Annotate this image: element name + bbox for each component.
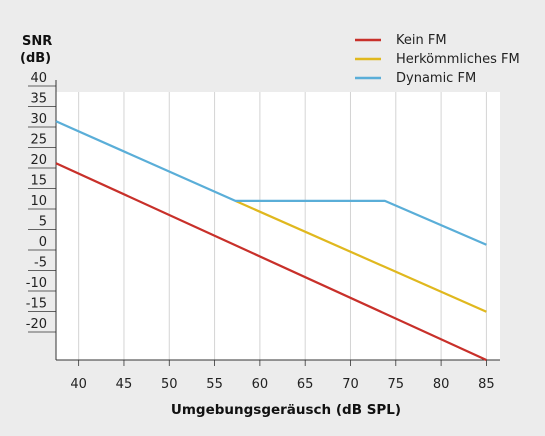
y-tick-label: 20 [30,153,47,168]
y-tick-label: 25 [30,133,47,148]
x-tick-label: 45 [116,377,133,392]
y-tick-label: -20 [26,317,47,332]
y-tick-label: -10 [26,276,47,291]
x-tick-label: 70 [342,377,359,392]
y-tick-label: 35 [30,92,47,107]
y-tick-label: 0 [39,235,47,250]
legend-label-kein-fm: Kein FM [396,33,447,48]
x-axis-title: Umgebungsgeräusch (dB SPL) [171,402,401,418]
x-tick-label: 65 [297,377,314,392]
y-tick-label: -5 [34,256,47,271]
x-tick-labels: 40 45 50 55 60 65 70 75 80 85 [70,360,495,392]
x-tick-label: 75 [388,377,405,392]
x-tick-label: 55 [206,377,223,392]
x-tick-label: 40 [70,377,87,392]
x-tick-label: 85 [478,377,495,392]
y-axis-title-line1: SNR [22,34,52,49]
y-tick-label: 15 [30,174,47,189]
series-line-dynamic-fm [55,120,487,246]
y-tick-labels: 40 35 30 25 20 15 10 5 0 -5 -10 -15 -20 [26,71,56,333]
series-lines [55,120,487,362]
y-tick-label: 5 [39,215,47,230]
y-tick-label: -15 [26,297,47,312]
x-tick-label: 50 [161,377,178,392]
grid-lines [55,80,500,361]
y-tick-label: 40 [30,71,47,86]
legend-label-dynamic-fm: Dynamic FM [396,71,476,86]
legend: Kein FM Herkömmliches FM Dynamic FM [355,33,520,86]
y-axis-title-line2: (dB) [20,51,51,66]
x-tick-label: 60 [252,377,269,392]
x-tick-label: 80 [433,377,450,392]
y-tick-label: 10 [30,194,47,209]
series-line-herk-mmliches-fm [234,199,487,313]
y-tick-label: 30 [30,112,47,127]
plot-area [56,92,500,360]
legend-label-herkoemmliches-fm: Herkömmliches FM [396,52,520,67]
series-line-kein-fm [55,162,487,362]
